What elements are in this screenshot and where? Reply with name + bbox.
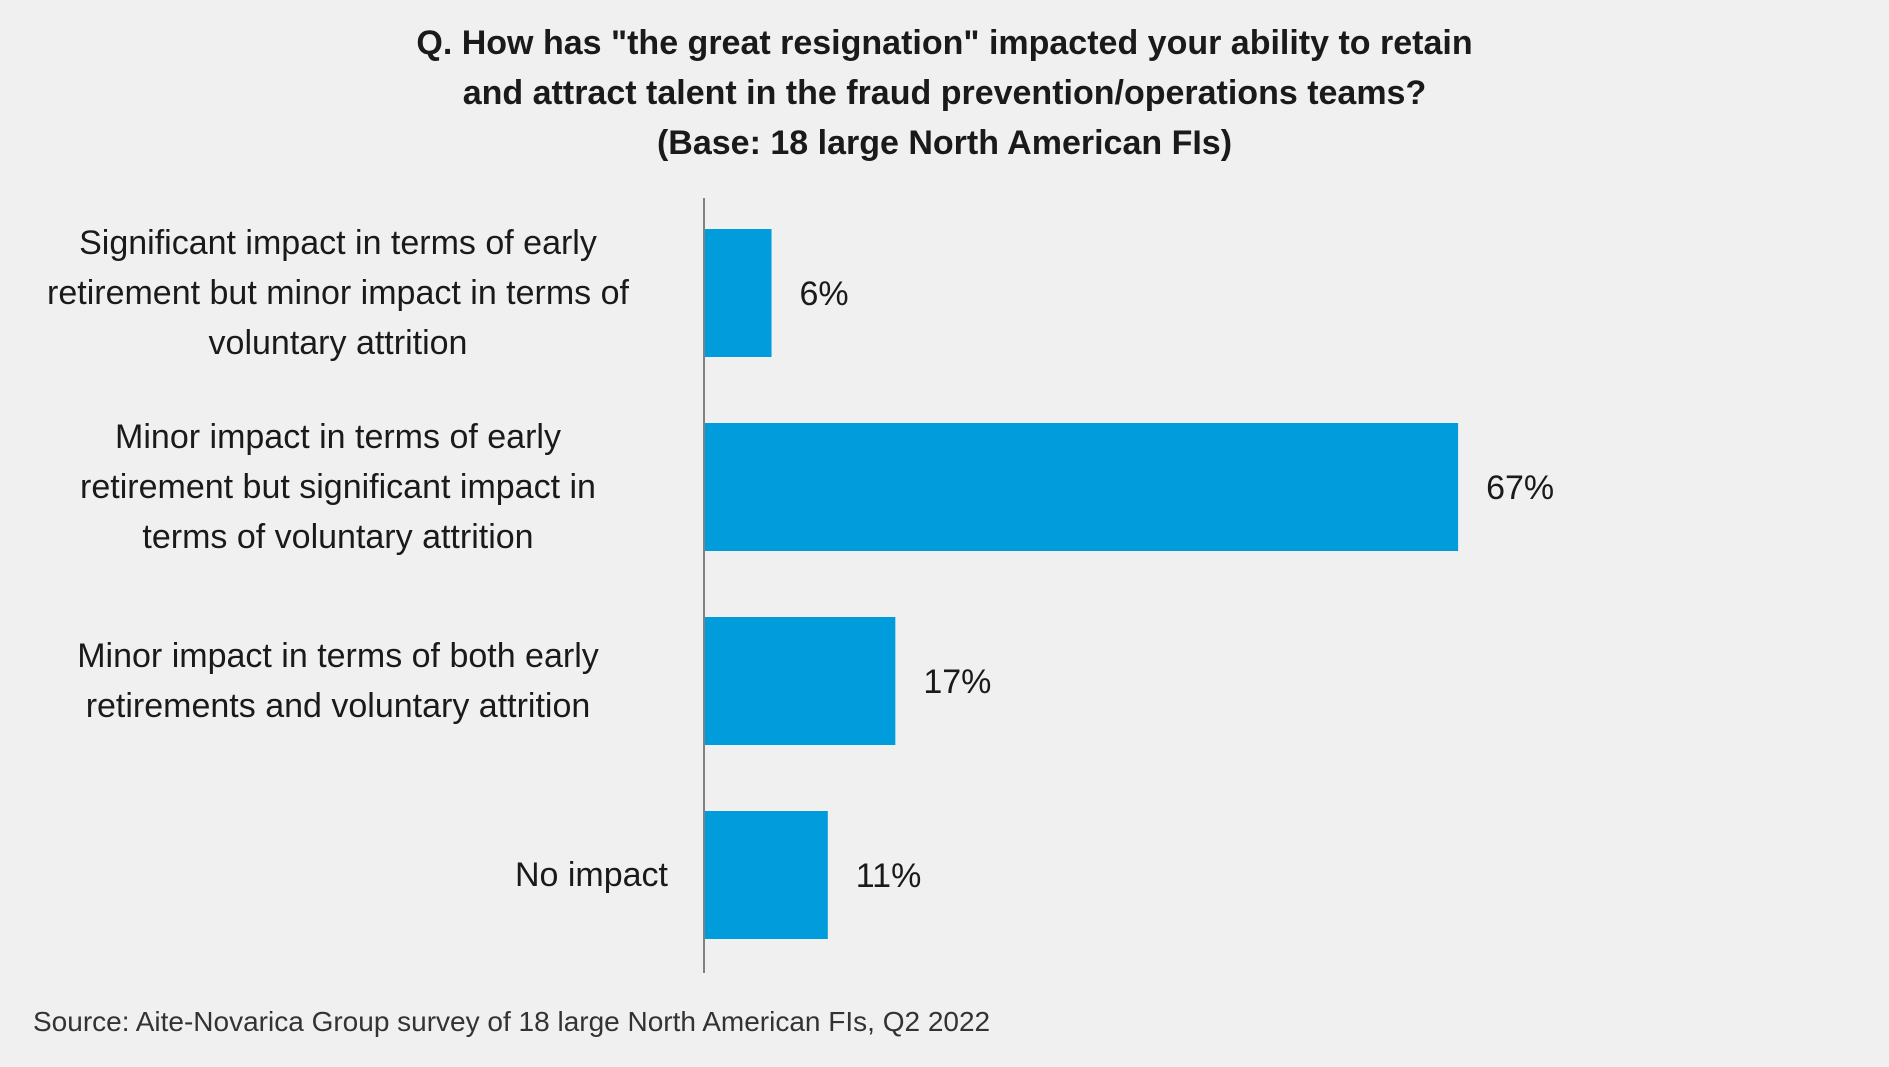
bar (704, 423, 1459, 551)
data-label: 67% (1486, 469, 1554, 507)
chart-title-line: (Base: 18 large North American FIs) (656, 124, 1233, 162)
category-label-line: Minor impact in terms of both early (77, 637, 599, 675)
category-label-line: Minor impact in terms of early (115, 418, 561, 456)
category-label-line: No impact (514, 856, 668, 894)
category-label-line: voluntary attrition (208, 324, 468, 362)
category-label-line: retirement but significant impact in (80, 468, 596, 506)
data-label: 6% (800, 275, 849, 313)
bar (704, 811, 828, 939)
category-label: Significant impact in terms of early reti… (8, 218, 668, 368)
category-label-line: retirement but minor impact in terms of (47, 274, 629, 312)
bar (704, 229, 772, 357)
data-label: 11% (856, 857, 922, 895)
category-label: Minor impact in terms of both early retir… (8, 631, 668, 731)
category-label-line: retirements and voluntary attrition (85, 687, 591, 725)
data-label: 17% (923, 663, 991, 701)
chart-title-line: Q. How has "the great resignation" impac… (416, 24, 1473, 62)
chart-title-line: and attract talent in the fraud preventi… (462, 74, 1427, 112)
bar (704, 617, 896, 745)
category-label-line: terms of voluntary attrition (142, 518, 534, 556)
category-label: Minor impact in terms of early retirement… (8, 412, 668, 562)
category-label-line: Significant impact in terms of early (79, 224, 597, 262)
source-note: Source: Aite-Novarica Group survey of 18… (33, 1006, 991, 1037)
chart-title: Q. How has "the great resignation" impac… (0, 18, 1889, 168)
category-label: No impact (8, 850, 668, 900)
